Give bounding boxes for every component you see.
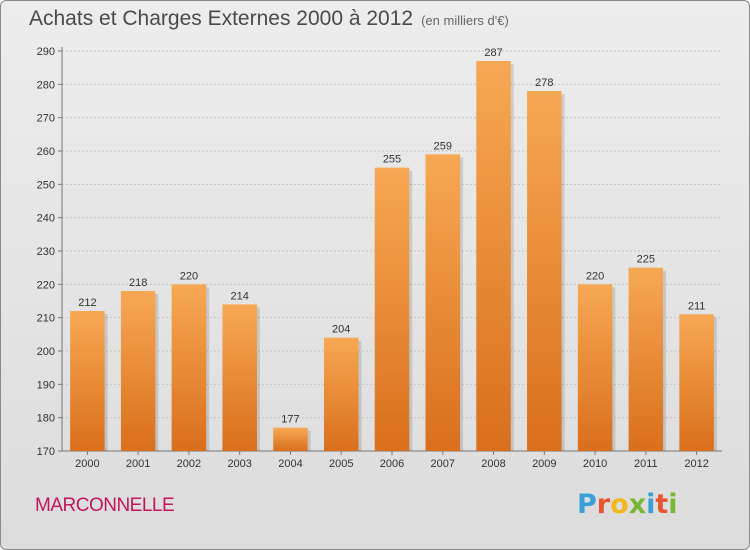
y-tick-label: 230 — [37, 246, 55, 258]
x-tick-label: 2002 — [177, 458, 201, 470]
y-tick-label: 180 — [37, 413, 55, 425]
x-tick-label: 2011 — [634, 458, 658, 470]
bar-value-label: 259 — [434, 140, 452, 152]
bar-value-label: 204 — [332, 324, 350, 336]
y-tick-label: 190 — [37, 379, 55, 391]
y-tick-label: 220 — [37, 279, 55, 291]
bar[interactable] — [171, 284, 207, 451]
bar[interactable] — [679, 314, 714, 451]
x-tick-label: 2005 — [329, 458, 353, 470]
commune-name: MARCONNELLE — [35, 495, 175, 516]
bar-value-label: 255 — [383, 154, 401, 166]
y-tick-label: 280 — [37, 79, 55, 91]
logo-letter: i — [646, 489, 656, 520]
bar[interactable] — [120, 291, 156, 451]
bar[interactable] — [527, 91, 562, 451]
y-tick-label: 170 — [37, 446, 55, 458]
x-tick-label: 2007 — [431, 458, 455, 470]
bar[interactable] — [70, 311, 105, 451]
x-tick-label: 2004 — [278, 458, 302, 470]
bar[interactable] — [374, 167, 410, 451]
chart-title: Achats et Charges Externes 2000 à 2012 (e… — [29, 7, 509, 31]
logo-letter: o — [610, 489, 629, 520]
y-tick-label: 250 — [37, 179, 55, 191]
bar[interactable] — [222, 304, 257, 451]
x-tick-label: 2000 — [75, 458, 99, 470]
bar-value-label: 212 — [78, 297, 96, 309]
x-tick-label: 2001 — [126, 458, 150, 470]
logo-letter: t — [655, 489, 669, 520]
x-tick-label: 2006 — [380, 458, 404, 470]
y-tick-label: 290 — [37, 46, 55, 58]
bar-value-label: 278 — [535, 77, 553, 89]
bar-value-label: 220 — [180, 270, 198, 282]
logo-letter: P — [577, 489, 597, 520]
logo-letter: x — [628, 489, 647, 520]
y-tick-label: 210 — [37, 313, 55, 325]
y-tick-label: 260 — [37, 146, 55, 158]
y-tick-label: 240 — [37, 213, 55, 225]
bar-value-label: 211 — [688, 300, 706, 312]
x-tick-label: 2009 — [532, 458, 556, 470]
x-tick-label: 2010 — [583, 458, 607, 470]
bar-value-label: 225 — [637, 254, 655, 266]
y-tick-label: 200 — [37, 346, 55, 358]
bar-value-label: 177 — [281, 414, 299, 426]
logo-letter: r — [596, 489, 611, 520]
chart-unit: (en milliers d'€) — [421, 13, 509, 28]
bar-value-label: 220 — [586, 270, 604, 282]
bar-value-label: 287 — [484, 47, 502, 59]
bar[interactable] — [273, 427, 308, 451]
y-tick-label: 270 — [37, 113, 55, 125]
bar-value-label: 218 — [129, 277, 147, 289]
bar[interactable] — [323, 337, 359, 451]
bar[interactable] — [476, 61, 511, 451]
x-tick-label: 2012 — [684, 458, 708, 470]
bar[interactable] — [628, 267, 664, 451]
proxiti-logo[interactable]: Proxiti — [577, 489, 678, 520]
x-tick-label: 2003 — [227, 458, 251, 470]
logo-letter: i — [668, 489, 678, 520]
bar-value-label: 214 — [231, 290, 249, 302]
x-tick-label: 2008 — [481, 458, 505, 470]
bar[interactable] — [425, 154, 461, 452]
bar[interactable] — [577, 284, 613, 451]
chart-title-text: Achats et Charges Externes 2000 à 2012 — [29, 7, 414, 30]
